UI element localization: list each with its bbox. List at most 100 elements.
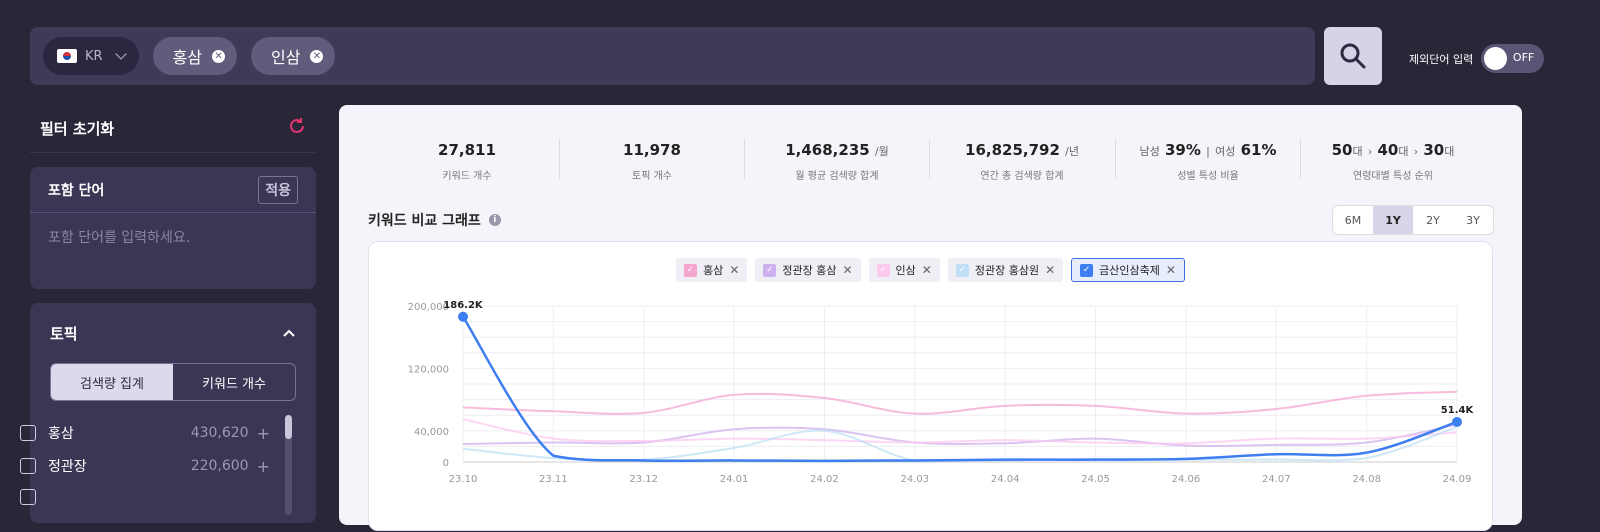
chevron-up-icon[interactable]	[282, 328, 296, 338]
remove-chip-icon[interactable]: ✕	[212, 49, 226, 63]
x-tick-label: 24.07	[1262, 474, 1291, 485]
topic-row[interactable]	[20, 489, 270, 505]
series-line	[461, 316, 1458, 463]
plus-icon[interactable]: +	[256, 456, 270, 476]
line-chart: 200,000 120,000 40,000 023.10 23.11 23.12 24.0…	[408, 300, 1475, 485]
legend-label: 정관장 홍삼	[782, 264, 837, 277]
divider	[559, 139, 560, 179]
legend-item[interactable]: ✓ 금산인삼축제 ✕	[1071, 258, 1185, 282]
stat-yearly-volume: 16,825,792 /년 연간 총 검색량 합계	[948, 141, 1096, 182]
period-2y[interactable]: 2Y	[1426, 213, 1440, 227]
include-words-panel: 포함 단어 적용 포함 단어를 입력하세요.	[30, 167, 316, 289]
legend-label: 홍삼	[703, 264, 724, 277]
exclude-label: 제외단어 입력	[1409, 52, 1474, 66]
x-tick-label: 24.01	[720, 474, 749, 485]
legend-item[interactable]: ✓ 홍삼 ✕	[676, 258, 748, 282]
legend-label: 금산인삼축제	[1099, 264, 1160, 277]
data-point	[458, 311, 468, 322]
male-label: 남성	[1139, 145, 1160, 158]
legend-label: 인삼	[895, 264, 916, 277]
tab-keyword-count[interactable]: 키워드 개수	[202, 376, 266, 392]
stat-value: 16,825,792	[965, 141, 1060, 159]
checkbox-icon[interactable]: ✓	[955, 263, 969, 277]
checkbox-icon[interactable]: ✓	[876, 263, 890, 277]
x-tick-label: 23.10	[449, 474, 478, 485]
topic-mode-toggle: 검색량 집계 키워드 개수	[50, 363, 296, 401]
toggle-state: OFF	[1512, 51, 1535, 64]
data-label: 51.4K	[1441, 405, 1475, 416]
stat-value: 1,468,235	[785, 141, 870, 159]
checkbox[interactable]	[20, 489, 36, 505]
refresh-icon[interactable]	[288, 117, 306, 135]
checkbox[interactable]	[20, 425, 36, 441]
search-bar[interactable]: KR 홍삼 ✕ 인삼 ✕	[30, 27, 1315, 85]
legend-item[interactable]: ✓ 정관장 홍삼 ✕	[755, 258, 861, 282]
main-panel: 27,811 키워드 개수 11,978 토픽 개수 1,468,235 /월 …	[339, 105, 1522, 531]
chevron-down-icon	[114, 48, 127, 60]
search-icon	[1340, 43, 1366, 69]
keyword-chip[interactable]: 홍삼 ✕	[152, 37, 238, 75]
topic-row[interactable]: 홍삼 430,620 +	[20, 423, 270, 443]
age-rank-3: 30	[1423, 141, 1445, 159]
keyword-chip-label: 홍삼	[172, 48, 203, 67]
stat-label: 성별 특성 비율	[1177, 171, 1239, 182]
checkbox-icon[interactable]: ✓	[763, 263, 777, 277]
legend-item[interactable]: ✓ 정관장 홍삼원 ✕	[947, 258, 1064, 282]
keyword-chip[interactable]: 인삼 ✕	[251, 37, 336, 75]
legend-item[interactable]: ✓ 인삼 ✕	[868, 258, 940, 282]
chart-legend: ✓ 홍삼 ✕ ✓ 정관장 홍삼 ✕ ✓ 인삼 ✕ ✓ 정관장 홍삼원 ✕ ✓ 금산인삼축제 ✕	[369, 258, 1492, 282]
include-title: 포함 단어	[48, 182, 105, 199]
stat-value: 11,978	[623, 141, 681, 159]
scrollbar-thumb[interactable]	[285, 415, 292, 439]
scrollbar[interactable]	[285, 415, 292, 515]
stat-unit: /월	[874, 145, 889, 158]
stat-label: 연간 총 검색량 합계	[980, 171, 1064, 182]
remove-series-icon[interactable]: ✕	[729, 263, 740, 277]
topic-row[interactable]: 정관장 220,600 +	[20, 456, 270, 476]
divider	[744, 139, 745, 179]
checkbox[interactable]	[20, 458, 36, 474]
include-input[interactable]: 포함 단어를 입력하세요.	[48, 230, 191, 246]
x-tick-label: 24.05	[1081, 474, 1110, 485]
divider	[30, 152, 315, 153]
remove-series-icon[interactable]: ✕	[921, 263, 932, 277]
exclude-toggle[interactable]: OFF	[1481, 44, 1545, 73]
graph-title: 키워드 비교 그래프 i	[368, 210, 501, 230]
x-tick-label: 24.03	[900, 474, 929, 485]
divider	[1115, 139, 1116, 179]
x-tick-label: 24.08	[1352, 474, 1381, 485]
x-tick-label: 23.11	[539, 474, 568, 485]
legend-label: 정관장 홍삼원	[974, 264, 1040, 277]
stat-label: 토픽 개수	[632, 171, 672, 182]
y-tick-label: 200,000	[408, 302, 449, 313]
toggle-knob	[1484, 47, 1508, 70]
exclude-words: 제외단어 입력 OFF	[1409, 44, 1545, 73]
stat-keyword-count: 27,811 키워드 개수	[393, 141, 541, 182]
country-selector[interactable]: KR	[43, 37, 139, 75]
remove-series-icon[interactable]: ✕	[842, 263, 853, 277]
country-code: KR	[85, 48, 103, 64]
apply-button[interactable]: 적용	[258, 175, 298, 204]
remove-series-icon[interactable]: ✕	[1165, 263, 1176, 277]
period-1y[interactable]: 1Y	[1373, 206, 1413, 234]
stat-gender-ratio: 남성 39% | 여성 61% 성별 특성 비율	[1133, 141, 1283, 182]
period-6m[interactable]: 6M	[1344, 213, 1362, 227]
data-label: 186.2K	[443, 300, 484, 311]
remove-chip-icon[interactable]: ✕	[310, 49, 324, 63]
tab-search-volume[interactable]: 검색량 집계	[51, 364, 173, 400]
checkbox-icon[interactable]: ✓	[684, 263, 698, 277]
remove-series-icon[interactable]: ✕	[1045, 263, 1056, 277]
period-3y[interactable]: 3Y	[1466, 213, 1480, 227]
stat-label: 키워드 개수	[442, 171, 492, 182]
period-selector: 6M 1Y 2Y 3Y	[1332, 205, 1494, 235]
chart-container: ✓ 홍삼 ✕ ✓ 정관장 홍삼 ✕ ✓ 인삼 ✕ ✓ 정관장 홍삼원 ✕ ✓ 금산인삼축제 ✕ 200,00…	[368, 241, 1493, 531]
age-rank-1: 50	[1331, 141, 1353, 159]
search-button[interactable]	[1324, 27, 1382, 85]
x-tick-label: 24.02	[810, 474, 839, 485]
plus-icon[interactable]: +	[256, 423, 270, 443]
info-icon[interactable]: i	[488, 214, 501, 226]
checkbox-icon[interactable]: ✓	[1080, 263, 1094, 277]
y-tick-label: 40,000	[414, 427, 449, 438]
x-tick-label: 24.09	[1443, 474, 1472, 485]
stat-age-ranking: 50대 › 40대 › 30대 연령대별 특성 순위	[1318, 141, 1468, 182]
